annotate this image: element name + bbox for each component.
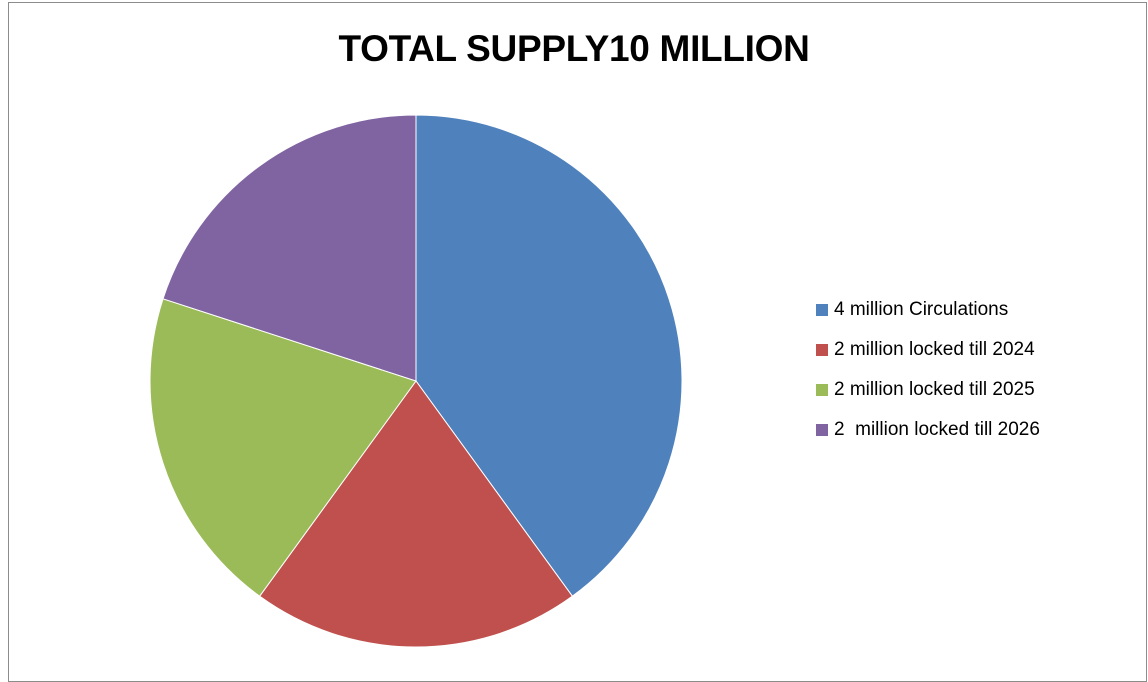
legend-item: 4 million Circulations — [816, 295, 1040, 325]
legend-item: 2 million locked till 2025 — [816, 375, 1040, 405]
legend-swatch — [816, 384, 828, 396]
pie-slice — [162, 114, 417, 382]
pie-slice — [258, 380, 574, 648]
pie-slice — [415, 114, 683, 597]
pie-slice — [149, 298, 417, 597]
legend-label: 4 million Circulations — [834, 299, 1009, 320]
legend-swatch — [816, 424, 828, 436]
chart-title: TOTAL SUPPLY10 MILLION — [338, 28, 810, 69]
legend-swatch — [816, 304, 828, 316]
legend-item: 2 million locked till 2026 — [816, 415, 1040, 445]
legend-item: 2 million locked till 2024 — [816, 335, 1040, 365]
legend-swatch — [816, 344, 828, 356]
legend-label: 2 million locked till 2024 — [834, 339, 1035, 360]
legend-label: 2 million locked till 2026 — [834, 419, 1040, 440]
legend: 4 million Circulations 2 million locked … — [816, 295, 1040, 455]
pie-slices — [149, 114, 683, 648]
legend-label: 2 million locked till 2025 — [834, 379, 1035, 400]
